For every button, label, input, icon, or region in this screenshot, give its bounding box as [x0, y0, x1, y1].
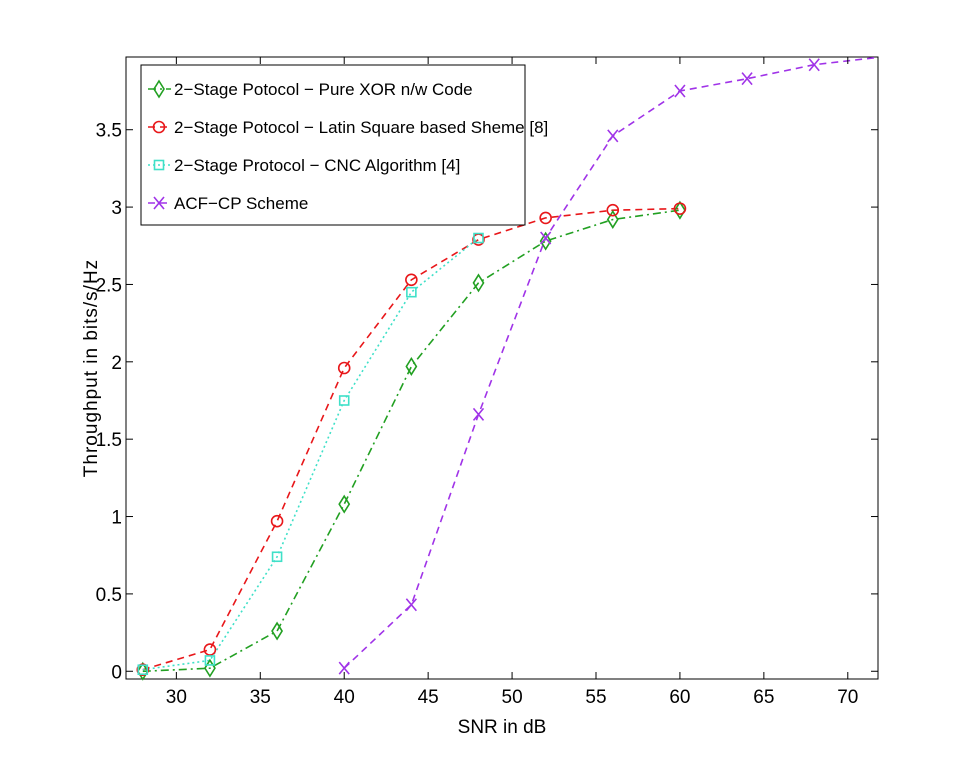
x-tick-label: 45: [418, 687, 439, 708]
series-1-marker: [673, 202, 687, 215]
series-line-0: [142, 209, 681, 673]
series-1-marker: [136, 663, 150, 677]
legend-label-1: 2−Stage Potocol − Latin Square based She…: [174, 118, 548, 137]
series-3-marker: [607, 129, 619, 143]
series-2-marker: [406, 286, 417, 298]
series-line-1: [142, 207, 680, 671]
series-3-marker: [472, 407, 485, 421]
y-tick-label: 1: [111, 508, 122, 529]
series-1-marker: [270, 514, 284, 528]
y-tick-label: 0.5: [96, 585, 122, 606]
y-tick-label: 1.5: [96, 430, 122, 451]
x-tick-label: 65: [753, 687, 774, 708]
series-0-marker: [136, 661, 149, 681]
series-2-marker: [204, 655, 216, 666]
legend-marker-1: [152, 120, 166, 134]
series-0-marker: [338, 494, 351, 514]
series-3-marker: [338, 661, 350, 675]
legend-label-2: 2−Stage Protocol − CNC Algorithm [4]: [174, 156, 460, 175]
series-0-marker: [606, 209, 619, 229]
series-3-marker: [808, 58, 820, 72]
y-tick-label: 3: [111, 198, 122, 219]
x-tick-label: 70: [837, 687, 858, 708]
series-0-marker: [271, 621, 284, 641]
series-1-marker: [337, 361, 351, 375]
y-axis-label: Throughput in bits/s/Hz: [81, 259, 102, 477]
series-2-marker: [338, 395, 350, 406]
series-2-marker: [473, 232, 484, 244]
series-0-marker: [472, 273, 485, 293]
legend-marker-0: [153, 79, 165, 99]
series-0-marker: [673, 200, 686, 220]
series-line-2: [142, 237, 480, 671]
x-tick-label: 60: [669, 687, 690, 708]
legend: 2−Stage Potocol − Pure XOR n/w Code 2−Sta…: [140, 64, 548, 226]
legend-box: [140, 64, 526, 226]
series-1-marker: [203, 643, 217, 656]
series-3-marker: [405, 598, 417, 612]
y-tick-label: 3.5: [96, 121, 122, 142]
legend-label-0: 2−Stage Potocol − Pure XOR n/w Code: [174, 80, 473, 99]
plot-area: [125, 56, 879, 680]
x-tick-label: 35: [250, 687, 271, 708]
series-2-marker: [137, 664, 149, 676]
ticks-layer: 30 35 40 45 50 55 60 65 70 0 0.5 1 1.5 2 2.5 3 3.5: [96, 57, 878, 708]
series-1-marker: [405, 273, 418, 287]
series-3-marker: [741, 72, 753, 86]
x-axis-label: SNR in dB: [458, 717, 547, 738]
y-tick-label: 2: [111, 353, 122, 374]
series-0-marker: [539, 231, 552, 251]
legend-marker-2: [153, 159, 165, 171]
y-tick-label: 0: [111, 662, 122, 683]
series-2-marker: [271, 551, 283, 563]
markers-layer: [136, 58, 820, 681]
series-3-marker: [540, 231, 552, 245]
x-tick-label: 55: [585, 687, 606, 708]
x-tick-label: 50: [502, 687, 523, 708]
x-tick-label: 30: [166, 687, 187, 708]
legend-marker-3: [153, 196, 165, 210]
legend-label-3: ACF−CP Scheme: [174, 194, 308, 213]
x-tick-label: 40: [334, 687, 355, 708]
series-1-marker: [606, 203, 620, 217]
series-3-marker: [674, 84, 686, 98]
plot-frame: [125, 56, 879, 680]
series-1-marker: [539, 211, 552, 225]
y-tick-label: 2.5: [96, 275, 122, 296]
series-0-marker: [405, 356, 418, 376]
